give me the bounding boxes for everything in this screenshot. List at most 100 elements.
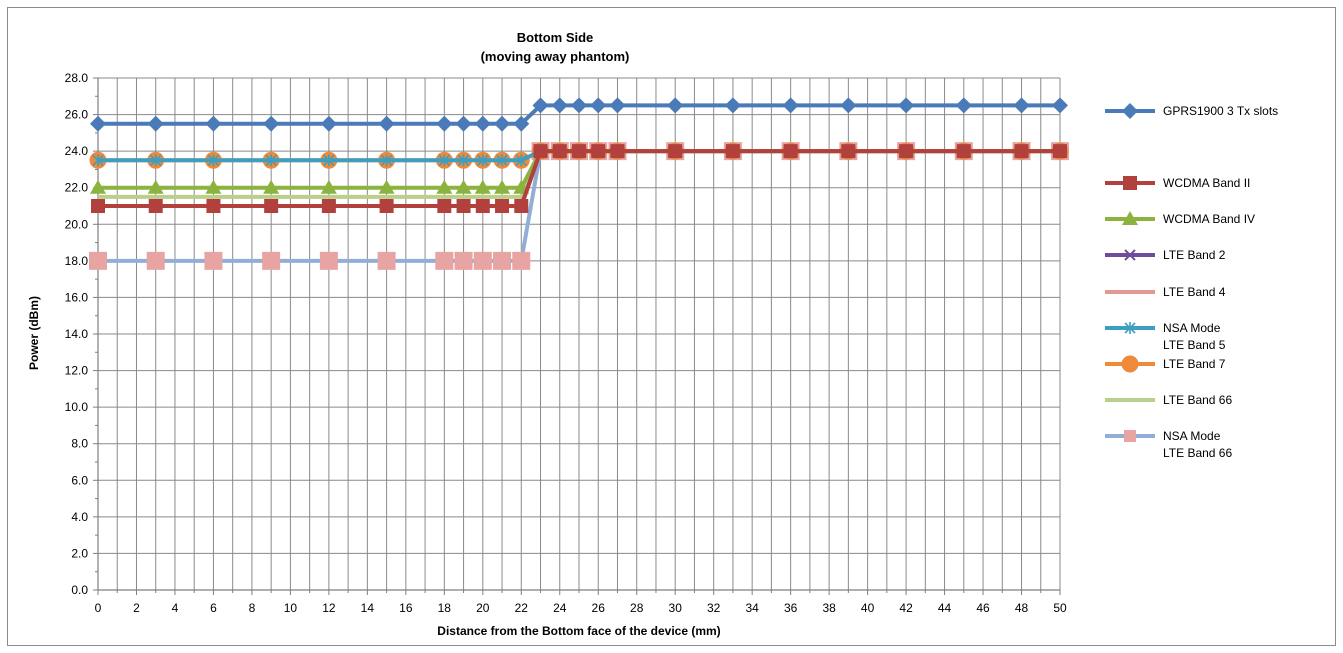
data-point-diamond (1052, 97, 1068, 114)
x-tick-label: 24 (553, 601, 567, 615)
x-tick-label: 0 (95, 601, 102, 615)
data-point-diamond (494, 115, 511, 132)
data-point-square (262, 251, 281, 270)
x-tick-label: 20 (476, 601, 490, 615)
y-tick-label: 14.0 (65, 327, 89, 341)
x-tick-label: 22 (515, 601, 529, 615)
data-point-square (783, 144, 798, 159)
data-point-square (148, 199, 163, 213)
data-point-diamond (955, 97, 972, 114)
data-point-triangle (263, 179, 280, 194)
legend-label: LTE Band 7 (1163, 357, 1226, 371)
data-point-diamond (840, 97, 857, 114)
plot-grid (93, 77, 1061, 595)
x-tick-label: 2 (133, 601, 140, 615)
data-point-diamond (590, 97, 607, 114)
data-point-square (454, 251, 473, 270)
y-tick-label: 16.0 (65, 290, 89, 304)
data-point-star (207, 154, 220, 167)
data-point-diamond (782, 97, 799, 114)
series-wcdma-band-ii (91, 144, 1067, 213)
x-tick-label: 30 (669, 601, 683, 615)
data-point-square (89, 251, 107, 270)
data-point-star (323, 154, 335, 167)
marker-stroke (1124, 249, 1136, 261)
x-tick-label: 8 (249, 601, 256, 615)
data-point-star (457, 154, 470, 167)
data-point-square (1053, 144, 1067, 159)
data-point-star (150, 154, 162, 167)
data-point-diamond (436, 115, 453, 132)
data-point-square (204, 251, 223, 270)
data-point-star (1124, 322, 1136, 334)
data-point-x (1124, 249, 1136, 261)
y-tick-label: 20.0 (65, 217, 89, 231)
chart-legend: GPRS1900 3 Tx slots WCDMA Band II WCDMA Ba… (1105, 103, 1278, 460)
data-point-square (552, 144, 567, 159)
y-tick-label: 12.0 (65, 364, 89, 378)
x-tick-label: 26 (592, 601, 606, 615)
data-point-star (92, 154, 104, 167)
data-point-star (515, 154, 527, 167)
data-point-diamond (724, 97, 741, 114)
y-tick-label: 10.0 (65, 400, 89, 414)
legend-label: WCDMA Band II (1163, 176, 1250, 190)
series-gprs1900-3-tx-slots (90, 97, 1068, 132)
x-tick-label: 46 (976, 601, 990, 615)
data-point-triangle (320, 179, 337, 194)
data-point-star (265, 154, 277, 167)
data-point-square (493, 251, 512, 270)
data-point-square (899, 144, 914, 159)
data-point-star (477, 154, 489, 167)
x-tick-label: 16 (399, 601, 413, 615)
data-point-triangle (436, 179, 453, 194)
y-tick-label: 0.0 (71, 583, 88, 597)
data-point-square (572, 144, 586, 159)
y-tick-label: 8.0 (71, 437, 88, 451)
data-point-triangle (474, 179, 491, 194)
x-tick-label: 34 (745, 601, 759, 615)
data-point-square (610, 144, 625, 159)
x-tick-label: 18 (438, 601, 452, 615)
data-point-diamond (609, 97, 626, 114)
data-point-square (841, 144, 856, 159)
data-point-diamond (1013, 97, 1030, 114)
y-tick-label: 18.0 (65, 254, 89, 268)
chart-subtitle: (moving away phantom) (481, 49, 630, 64)
data-point-diamond (474, 115, 491, 132)
data-point-triangle (1122, 211, 1138, 225)
data-point-square (206, 199, 221, 213)
y-tick-label: 24.0 (65, 144, 89, 158)
x-tick-label: 28 (630, 601, 644, 615)
chart-title: Bottom Side (517, 30, 594, 45)
y-tick-label: 28.0 (65, 71, 89, 85)
data-point-star (381, 154, 393, 167)
x-tick-label: 42 (899, 601, 913, 615)
data-point-square (956, 144, 971, 159)
data-point-square (146, 251, 165, 270)
legend-item: LTE Band 66 (1105, 393, 1232, 407)
data-point-circle (1121, 355, 1139, 373)
data-point-triangle (494, 179, 511, 194)
data-point-star (496, 154, 508, 167)
data-point-square (91, 199, 105, 213)
data-point-square (473, 251, 492, 270)
data-point-diamond (667, 97, 684, 114)
legend-label: LTE Band 5 (1163, 338, 1226, 352)
data-point-triangle (455, 179, 472, 194)
series-layer (89, 97, 1069, 270)
data-point-star (438, 154, 450, 167)
legend-label: GPRS1900 3 Tx slots (1163, 104, 1278, 118)
x-tick-label: 36 (784, 601, 798, 615)
y-tick-label: 2.0 (71, 546, 88, 560)
legend-label: LTE Band 2 (1163, 248, 1226, 262)
legend-item: LTE Band 7 (1105, 355, 1226, 373)
x-tick-label: 6 (210, 601, 217, 615)
data-point-diamond (551, 97, 568, 114)
x-tick-label: 32 (707, 601, 721, 615)
y-tick-label: 22.0 (65, 181, 89, 195)
data-point-diamond (90, 115, 106, 132)
y-tick-label: 26.0 (65, 108, 89, 122)
series-line (98, 103, 1060, 126)
